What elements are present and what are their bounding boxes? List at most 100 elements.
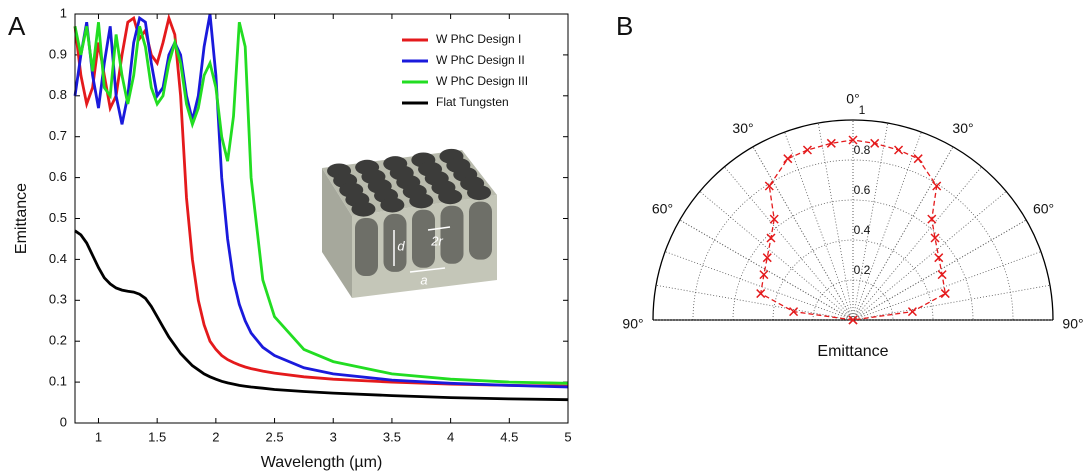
- data-line: [73, 21, 569, 385]
- r-tick-label: 1: [859, 103, 866, 117]
- theta-tick: [852, 219, 1027, 321]
- y-tick-label: 0.1: [49, 374, 67, 389]
- data-marker: [762, 253, 772, 263]
- data-marker: [913, 154, 923, 164]
- theta-tick: [679, 219, 854, 321]
- x-tick-label: 5: [564, 429, 571, 444]
- legend-label: W PhC Design III: [436, 74, 528, 88]
- inset-illustration: d 2r a: [322, 148, 497, 298]
- data-marker: [927, 214, 937, 224]
- data-marker: [937, 270, 947, 280]
- x-axis-label: Emittance: [817, 343, 888, 360]
- data-line: [73, 13, 569, 388]
- data-marker: [759, 270, 769, 280]
- inset-hole: [438, 189, 463, 205]
- data-marker: [766, 233, 776, 243]
- x-tick-label: 3: [330, 429, 337, 444]
- y-tick-label: 0.6: [49, 169, 67, 184]
- inset-channel: [412, 209, 435, 268]
- data-marker: [940, 289, 950, 299]
- theta-tick: [752, 146, 854, 321]
- inset-channel: [355, 218, 378, 276]
- x-tick-label: 1.5: [148, 429, 166, 444]
- r-tick-label: 0.2: [854, 263, 871, 277]
- y-tick-label: 0.5: [49, 210, 67, 225]
- theta-grid-line: [852, 122, 889, 321]
- legend-label: W PhC Design II: [436, 53, 525, 67]
- theta-tick: [852, 146, 954, 321]
- data-marker: [783, 154, 793, 164]
- data-marker: [870, 138, 880, 148]
- r-tick-label: 0.8: [854, 143, 871, 157]
- x-tick-label: 2.5: [266, 429, 284, 444]
- inset-hole: [380, 197, 405, 213]
- legend-label: W PhC Design I: [436, 32, 521, 46]
- y-tick-label: 0.9: [49, 46, 67, 61]
- y-tick-label: 0.4: [49, 251, 67, 266]
- x-axis-label: Wavelength (µm): [261, 454, 383, 471]
- r-grid-line: [812, 279, 894, 321]
- theta-tick-label: 60°: [1033, 201, 1054, 217]
- data-marker: [894, 145, 904, 155]
- data-marker: [930, 233, 940, 243]
- theta-grid-line: [817, 122, 854, 321]
- y-tick-label: 0.3: [49, 292, 67, 307]
- theta-grid-line: [852, 131, 922, 321]
- inset-hole: [351, 201, 376, 217]
- data-marker: [764, 181, 774, 191]
- x-tick-label: 4: [447, 429, 454, 444]
- inset-channel: [440, 205, 464, 264]
- data-marker: [907, 307, 917, 317]
- panel-label: A: [8, 11, 26, 41]
- data-marker: [848, 315, 858, 325]
- inset-channel: [383, 213, 407, 272]
- inset-label: 2r: [430, 233, 443, 248]
- inset-arrow: [409, 267, 446, 273]
- x-tick-label: 2: [212, 429, 219, 444]
- inset-arrow: [427, 226, 451, 231]
- r-grid-line: [652, 119, 1054, 321]
- theta-tick-label: 30°: [952, 120, 973, 136]
- y-axis-label: Emittance: [13, 183, 30, 254]
- axes-frame: [74, 13, 569, 424]
- inset-hole: [467, 185, 492, 201]
- data-marker: [934, 253, 944, 263]
- y-tick-label: 0: [60, 414, 67, 429]
- theta-grid-line: [655, 284, 854, 321]
- theta-grid-line: [852, 191, 1007, 321]
- theta-grid-line: [852, 284, 1051, 321]
- inset-label: d: [397, 238, 405, 253]
- theta-grid-line: [699, 191, 854, 321]
- r-grid-line: [772, 239, 934, 321]
- x-tick-label: 3.5: [383, 429, 401, 444]
- data-marker: [932, 181, 942, 191]
- inset-channel: [469, 201, 492, 260]
- theta-grid-line: [784, 131, 854, 321]
- theta-grid-line: [852, 251, 1042, 321]
- y-tick-label: 0.8: [49, 87, 67, 102]
- inset-hole: [409, 193, 434, 209]
- data-line: [74, 229, 569, 402]
- inset-side: [322, 168, 352, 298]
- r-tick-label: 0.6: [854, 183, 871, 197]
- data-marker: [802, 145, 812, 155]
- data-marker: [756, 289, 766, 299]
- theta-tick-label: 60°: [652, 201, 673, 217]
- data-marker: [789, 307, 799, 317]
- x-tick-label: 4.5: [500, 429, 518, 444]
- r-tick-label: 0.4: [854, 223, 871, 237]
- data-marker: [826, 138, 836, 148]
- y-tick-label: 0.2: [49, 333, 67, 348]
- y-tick-label: 0.7: [49, 128, 67, 143]
- x-tick-label: 1: [95, 429, 102, 444]
- inset-label: a: [420, 272, 427, 287]
- theta-tick-label: 0°: [846, 91, 859, 107]
- panel-label: B: [616, 11, 633, 41]
- data-marker: [848, 135, 858, 145]
- legend-label: Flat Tungsten: [436, 95, 509, 109]
- theta-tick-label: 30°: [732, 120, 753, 136]
- data-marker: [769, 214, 779, 224]
- theta-tick-label: 90°: [1062, 316, 1083, 332]
- theta-grid-line: [852, 166, 982, 321]
